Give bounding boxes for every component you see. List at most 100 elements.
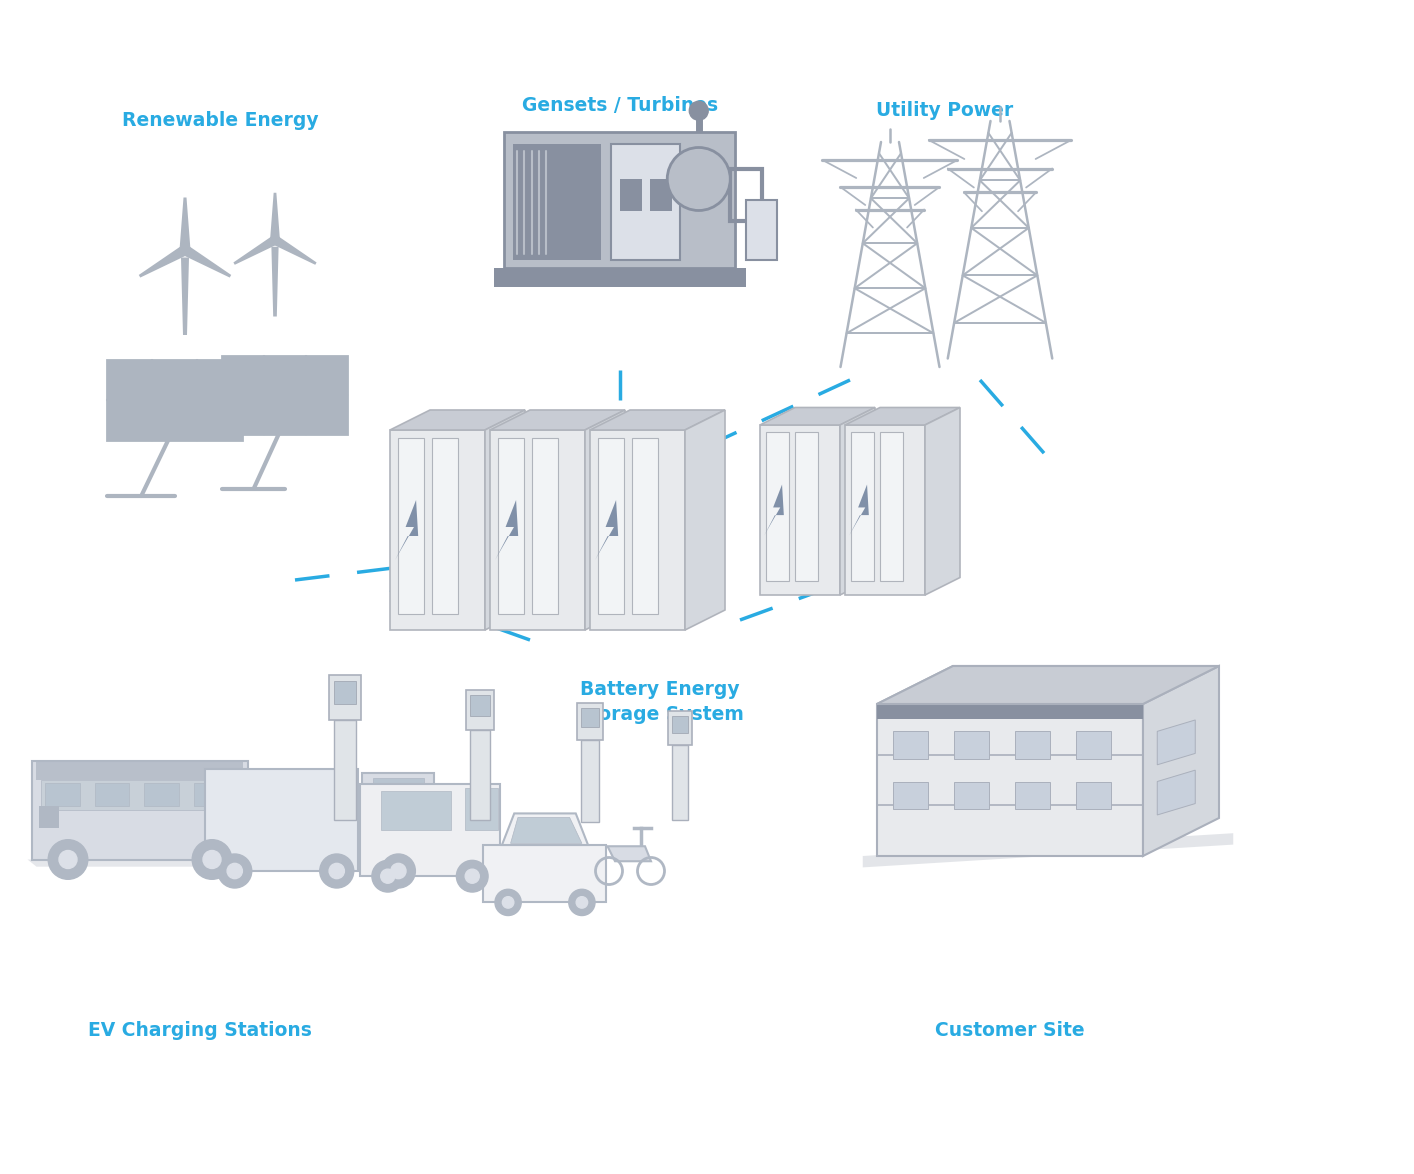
Circle shape bbox=[667, 148, 730, 210]
Polygon shape bbox=[465, 689, 495, 730]
Polygon shape bbox=[491, 410, 625, 430]
Polygon shape bbox=[180, 197, 191, 250]
Polygon shape bbox=[766, 432, 789, 581]
Polygon shape bbox=[513, 144, 601, 259]
Polygon shape bbox=[672, 745, 689, 819]
Circle shape bbox=[218, 853, 252, 888]
Circle shape bbox=[48, 839, 88, 879]
Polygon shape bbox=[1143, 666, 1219, 856]
Polygon shape bbox=[395, 500, 419, 560]
Polygon shape bbox=[181, 257, 189, 335]
Polygon shape bbox=[877, 704, 1143, 720]
Polygon shape bbox=[672, 716, 689, 734]
Polygon shape bbox=[894, 782, 928, 809]
Polygon shape bbox=[877, 666, 1219, 704]
Circle shape bbox=[180, 245, 189, 255]
Polygon shape bbox=[840, 407, 875, 595]
Polygon shape bbox=[619, 178, 642, 210]
Circle shape bbox=[204, 850, 221, 869]
Polygon shape bbox=[397, 438, 424, 614]
Polygon shape bbox=[894, 731, 928, 758]
Polygon shape bbox=[611, 144, 680, 259]
Polygon shape bbox=[581, 708, 598, 727]
Circle shape bbox=[502, 897, 513, 909]
Polygon shape bbox=[194, 783, 228, 805]
Circle shape bbox=[380, 869, 395, 883]
Polygon shape bbox=[465, 788, 498, 830]
Polygon shape bbox=[334, 720, 356, 819]
Polygon shape bbox=[850, 485, 868, 535]
Polygon shape bbox=[144, 783, 178, 805]
Polygon shape bbox=[1076, 782, 1111, 809]
Polygon shape bbox=[40, 805, 59, 828]
Polygon shape bbox=[380, 791, 451, 830]
Circle shape bbox=[575, 897, 588, 909]
Polygon shape bbox=[632, 438, 659, 614]
Circle shape bbox=[382, 853, 416, 888]
Text: Customer Site: Customer Site bbox=[935, 1020, 1085, 1039]
Polygon shape bbox=[233, 236, 277, 265]
Polygon shape bbox=[1015, 731, 1051, 758]
Text: Renewable Energy: Renewable Energy bbox=[122, 110, 318, 129]
Polygon shape bbox=[502, 814, 588, 845]
Circle shape bbox=[192, 839, 232, 879]
Polygon shape bbox=[495, 500, 518, 560]
Polygon shape bbox=[1015, 782, 1051, 809]
Circle shape bbox=[457, 861, 488, 892]
Circle shape bbox=[568, 889, 595, 916]
Polygon shape bbox=[491, 430, 585, 630]
Text: Utility Power: Utility Power bbox=[877, 101, 1014, 120]
Polygon shape bbox=[27, 859, 262, 866]
Circle shape bbox=[689, 101, 708, 120]
Polygon shape bbox=[650, 178, 672, 210]
Polygon shape bbox=[362, 774, 434, 866]
Polygon shape bbox=[95, 783, 129, 805]
Polygon shape bbox=[863, 834, 1233, 868]
Polygon shape bbox=[759, 407, 875, 425]
Polygon shape bbox=[505, 131, 735, 268]
Circle shape bbox=[372, 861, 403, 892]
Polygon shape bbox=[498, 438, 525, 614]
Text: Battery Energy
Storage System: Battery Energy Storage System bbox=[575, 680, 744, 724]
Circle shape bbox=[495, 889, 522, 916]
Polygon shape bbox=[1157, 720, 1195, 764]
Polygon shape bbox=[390, 410, 525, 430]
Circle shape bbox=[320, 853, 354, 888]
Circle shape bbox=[329, 863, 345, 878]
Polygon shape bbox=[598, 438, 624, 614]
Polygon shape bbox=[684, 410, 725, 630]
Polygon shape bbox=[877, 666, 1219, 704]
Polygon shape bbox=[484, 845, 607, 903]
Text: Gensets / Turbines: Gensets / Turbines bbox=[522, 95, 718, 115]
Polygon shape bbox=[510, 817, 583, 843]
Polygon shape bbox=[182, 245, 232, 277]
Circle shape bbox=[465, 869, 479, 883]
Polygon shape bbox=[139, 245, 188, 277]
Text: EV Charging Stations: EV Charging Stations bbox=[88, 1020, 312, 1039]
Polygon shape bbox=[205, 769, 358, 871]
Polygon shape bbox=[273, 236, 317, 265]
Polygon shape bbox=[485, 410, 525, 630]
Polygon shape bbox=[334, 681, 356, 704]
Polygon shape bbox=[759, 425, 840, 595]
Polygon shape bbox=[469, 730, 489, 819]
Polygon shape bbox=[595, 500, 618, 560]
Polygon shape bbox=[271, 247, 279, 317]
Polygon shape bbox=[270, 193, 280, 239]
Polygon shape bbox=[764, 485, 783, 535]
Polygon shape bbox=[45, 783, 79, 805]
Polygon shape bbox=[846, 407, 960, 425]
Polygon shape bbox=[880, 432, 902, 581]
Polygon shape bbox=[667, 711, 691, 745]
Polygon shape bbox=[747, 200, 778, 259]
Polygon shape bbox=[795, 432, 817, 581]
Polygon shape bbox=[1076, 731, 1111, 758]
Polygon shape bbox=[581, 740, 600, 822]
Polygon shape bbox=[33, 761, 247, 859]
Polygon shape bbox=[329, 675, 361, 720]
Circle shape bbox=[270, 236, 280, 244]
Polygon shape bbox=[925, 407, 960, 595]
Polygon shape bbox=[1157, 770, 1195, 815]
Circle shape bbox=[390, 863, 406, 878]
Polygon shape bbox=[222, 356, 348, 434]
